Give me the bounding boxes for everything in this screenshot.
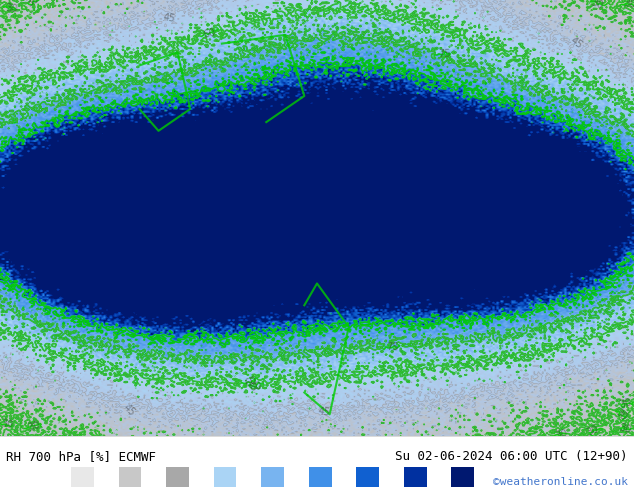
Text: 99: 99 — [409, 479, 422, 489]
Text: 45: 45 — [163, 13, 176, 24]
Text: 30: 30 — [585, 423, 600, 438]
Text: 30: 30 — [618, 423, 633, 436]
Text: ©weatheronline.co.uk: ©weatheronline.co.uk — [493, 477, 628, 487]
Text: 30: 30 — [0, 418, 13, 431]
Text: 15: 15 — [76, 479, 89, 489]
Text: 45: 45 — [318, 406, 332, 418]
Text: 60: 60 — [244, 375, 259, 389]
FancyBboxPatch shape — [119, 467, 141, 487]
Text: 75: 75 — [266, 479, 279, 489]
Text: 60: 60 — [219, 479, 231, 489]
Text: 30: 30 — [5, 3, 18, 14]
FancyBboxPatch shape — [309, 467, 332, 487]
Text: 60: 60 — [202, 27, 217, 40]
Text: 45: 45 — [569, 35, 585, 51]
Text: 75: 75 — [386, 342, 399, 352]
Text: 30: 30 — [27, 419, 42, 433]
Text: 30: 30 — [623, 0, 634, 10]
Text: 90: 90 — [314, 479, 327, 489]
FancyBboxPatch shape — [261, 467, 284, 487]
Text: 100: 100 — [453, 479, 472, 489]
FancyBboxPatch shape — [451, 467, 474, 487]
Text: 60: 60 — [249, 380, 263, 392]
FancyBboxPatch shape — [214, 467, 236, 487]
Text: 30: 30 — [25, 0, 41, 9]
Text: 75: 75 — [437, 49, 451, 59]
Text: 30: 30 — [590, 0, 605, 11]
Text: 30: 30 — [618, 397, 633, 410]
Text: Su 02-06-2024 06:00 UTC (12+90): Su 02-06-2024 06:00 UTC (12+90) — [395, 450, 628, 463]
Text: RH 700 hPa [%] ECMWF: RH 700 hPa [%] ECMWF — [6, 450, 157, 463]
FancyBboxPatch shape — [71, 467, 94, 487]
Text: 45: 45 — [171, 479, 184, 489]
FancyBboxPatch shape — [404, 467, 427, 487]
Text: 30: 30 — [554, 428, 569, 441]
Text: 45: 45 — [121, 402, 137, 418]
Text: 30: 30 — [124, 479, 136, 489]
FancyBboxPatch shape — [166, 467, 189, 487]
Text: 95: 95 — [361, 479, 374, 489]
Text: 30: 30 — [613, 407, 629, 423]
FancyBboxPatch shape — [356, 467, 379, 487]
